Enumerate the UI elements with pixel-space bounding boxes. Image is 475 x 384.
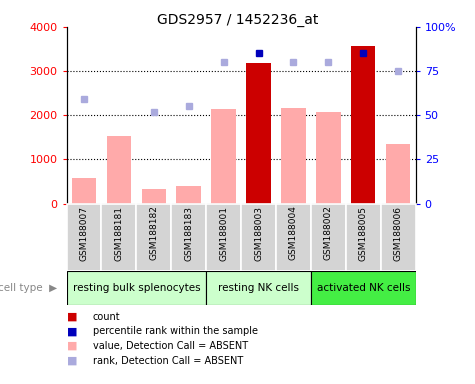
Bar: [346, 204, 381, 271]
Text: value, Detection Call = ABSENT: value, Detection Call = ABSENT: [93, 341, 248, 351]
Bar: [206, 204, 241, 271]
Bar: [247, 63, 271, 204]
Text: rank, Detection Call = ABSENT: rank, Detection Call = ABSENT: [93, 356, 243, 366]
Bar: [351, 46, 375, 204]
Bar: [241, 204, 276, 271]
Bar: [281, 108, 305, 204]
Text: GSM188002: GSM188002: [324, 205, 333, 260]
Bar: [206, 271, 311, 305]
Text: GSM188005: GSM188005: [359, 205, 368, 260]
Text: GSM188001: GSM188001: [219, 205, 228, 260]
Bar: [381, 204, 416, 271]
Text: cell type  ▶: cell type ▶: [0, 283, 57, 293]
Text: GSM188181: GSM188181: [114, 205, 124, 260]
Text: GSM188004: GSM188004: [289, 205, 298, 260]
Text: resting bulk splenocytes: resting bulk splenocytes: [73, 283, 200, 293]
Text: count: count: [93, 312, 120, 322]
Bar: [136, 204, 171, 271]
Text: GSM188183: GSM188183: [184, 205, 193, 260]
Bar: [386, 144, 410, 204]
Bar: [72, 178, 96, 204]
Text: GSM188182: GSM188182: [149, 205, 158, 260]
Bar: [177, 186, 201, 204]
Text: resting NK cells: resting NK cells: [218, 283, 299, 293]
Bar: [171, 204, 206, 271]
Bar: [66, 204, 102, 271]
Bar: [247, 63, 271, 204]
Bar: [211, 109, 236, 204]
Bar: [351, 46, 375, 204]
Text: GDS2957 / 1452236_at: GDS2957 / 1452236_at: [157, 13, 318, 27]
Text: ■: ■: [66, 356, 77, 366]
Text: percentile rank within the sample: percentile rank within the sample: [93, 326, 257, 336]
Bar: [66, 271, 206, 305]
Text: ■: ■: [66, 312, 77, 322]
Text: activated NK cells: activated NK cells: [316, 283, 410, 293]
Bar: [142, 189, 166, 204]
Text: ■: ■: [66, 326, 77, 336]
Bar: [311, 204, 346, 271]
Bar: [276, 204, 311, 271]
Bar: [316, 112, 341, 204]
Text: GSM188007: GSM188007: [79, 205, 88, 260]
Text: ■: ■: [66, 341, 77, 351]
Text: GSM188006: GSM188006: [394, 205, 403, 260]
Text: GSM188003: GSM188003: [254, 205, 263, 260]
Bar: [107, 136, 131, 204]
Bar: [311, 271, 416, 305]
Bar: [102, 204, 136, 271]
